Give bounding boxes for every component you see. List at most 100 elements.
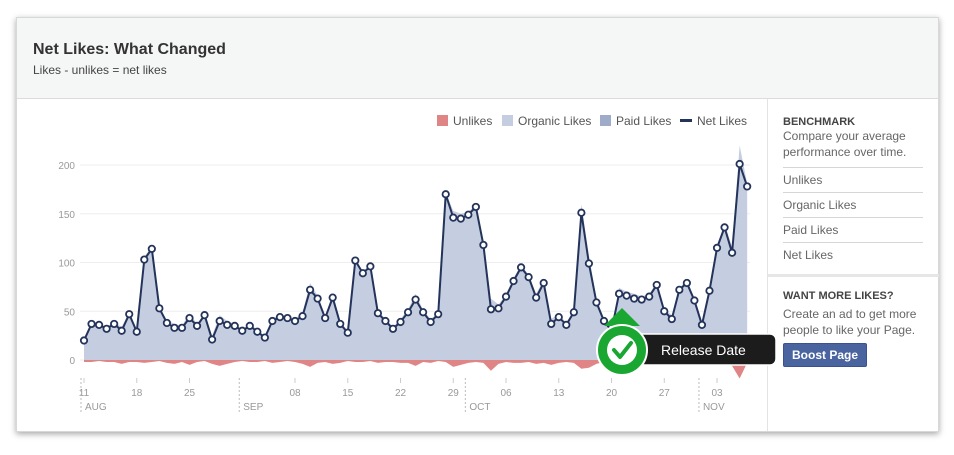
net-likes-point [125, 310, 134, 319]
net-likes-point [614, 289, 624, 298]
card-subtitle: Likes - unlikes = net likes [33, 63, 167, 77]
x-tick-label: 27 [659, 388, 671, 399]
x-tick-label: 06 [500, 388, 512, 399]
x-tick-label: 29 [448, 388, 460, 399]
net-likes-point [494, 304, 503, 313]
promo-text: Create an ad to get more people to like … [783, 307, 917, 337]
net-likes-point [87, 319, 96, 329]
sidebar: BENCHMARK Compare your average performan… [767, 99, 939, 431]
release-date-label: Release Date [661, 342, 746, 358]
x-tick-label: 18 [131, 388, 143, 399]
net-likes-point [562, 320, 571, 329]
net-likes-point [622, 291, 631, 300]
net-likes-point [305, 285, 315, 294]
x-tick-label: 25 [184, 388, 196, 399]
month-label: NOV [703, 402, 725, 413]
net-likes-point [645, 292, 654, 301]
x-tick-label: 22 [395, 388, 407, 399]
net-likes-point [660, 307, 669, 316]
y-tick-label: 50 [64, 307, 76, 318]
net-likes-point [140, 255, 149, 264]
net-likes-point [532, 293, 541, 302]
net-likes-point [690, 296, 699, 305]
net-likes-point [155, 304, 164, 313]
net-likes-point [132, 327, 141, 336]
net-likes-point [358, 269, 367, 278]
net-likes-point [94, 320, 104, 329]
month-label: AUG [85, 402, 107, 413]
month-label: OCT [469, 402, 490, 413]
x-tick-label: 08 [289, 388, 301, 399]
net-likes-point [592, 298, 601, 307]
net-likes-point [336, 319, 345, 329]
net-likes-point [185, 313, 194, 323]
marker-pointer [604, 308, 640, 326]
legend-unlikes: Unlikes [453, 114, 492, 128]
benchmark-text: Compare your average performance over ti… [783, 129, 907, 159]
net-likes-point [388, 324, 398, 333]
legend-swatch-net [680, 119, 692, 122]
promo-section: WANT MORE LIKES? Create an ad to get mor… [783, 290, 933, 367]
net-likes-point [486, 305, 496, 314]
net-likes-point [177, 323, 187, 332]
legend-organic-likes: Organic Likes [518, 114, 591, 128]
marker-inner [607, 335, 637, 365]
net-likes-point [705, 286, 714, 295]
x-tick-label: 11 [79, 388, 90, 399]
x-tick-label: 03 [711, 388, 723, 399]
legend-swatch-organic [502, 115, 513, 126]
card-header: Net Likes: What Changed Likes - unlikes … [17, 18, 938, 99]
net-likes-point [351, 256, 360, 265]
net-likes-point [117, 326, 126, 335]
net-likes-point [321, 313, 330, 323]
boost-page-button[interactable]: Boost Page [783, 343, 868, 367]
net-likes-point [434, 310, 443, 319]
organic-likes-area [84, 145, 748, 360]
net-likes-point [170, 323, 179, 332]
benchmark-link-net-likes[interactable]: Net Likes [783, 242, 923, 267]
net-likes-point [290, 316, 300, 326]
benchmark-title: BENCHMARK [783, 116, 856, 128]
net-likes-point [441, 190, 450, 199]
legend-paid-likes: Paid Likes [616, 114, 671, 128]
benchmark-link-organic-likes[interactable]: Organic Likes [783, 192, 923, 217]
release-date-marker[interactable]: Release Date [596, 308, 777, 376]
net-likes-point [652, 280, 661, 290]
net-likes-point [569, 308, 578, 317]
benchmark-section: BENCHMARK Compare your average performan… [783, 116, 923, 267]
net-likes-point [577, 208, 586, 217]
benchmark-link-unlikes[interactable]: Unlikes [783, 167, 923, 192]
benchmark-link-paid-likes[interactable]: Paid Likes [783, 217, 923, 242]
net-likes-point [464, 210, 473, 219]
net-likes-point [366, 262, 375, 271]
net-likes-point [102, 324, 111, 333]
unlikes-area [84, 360, 748, 379]
net-likes-point [539, 278, 548, 288]
net-likes-point [192, 321, 202, 330]
net-likes-point [727, 248, 737, 257]
net-likes-point [328, 293, 337, 302]
y-tick-label: 150 [58, 210, 75, 221]
x-tick-label: 13 [553, 388, 565, 399]
net-likes-point [426, 317, 435, 327]
net-likes-point [411, 295, 420, 304]
legend-swatch-paid [600, 115, 611, 126]
net-likes-point [682, 278, 691, 288]
checkmark-icon [612, 341, 633, 359]
net-likes-point [516, 263, 526, 272]
card-title: Net Likes: What Changed [33, 41, 226, 58]
net-likes-point [509, 276, 518, 286]
net-likes-point [200, 311, 209, 320]
net-likes-point [547, 319, 556, 329]
net-likes-point [630, 294, 639, 303]
net-likes-point [456, 214, 465, 223]
net-likes-point [675, 285, 684, 294]
legend-net-likes: Net Likes [697, 114, 747, 128]
net-likes-point [110, 319, 119, 329]
net-likes-point [712, 243, 722, 252]
y-tick-label: 200 [58, 161, 75, 172]
net-likes-point [343, 328, 352, 337]
net-likes-point [238, 326, 247, 335]
divider [768, 274, 939, 277]
